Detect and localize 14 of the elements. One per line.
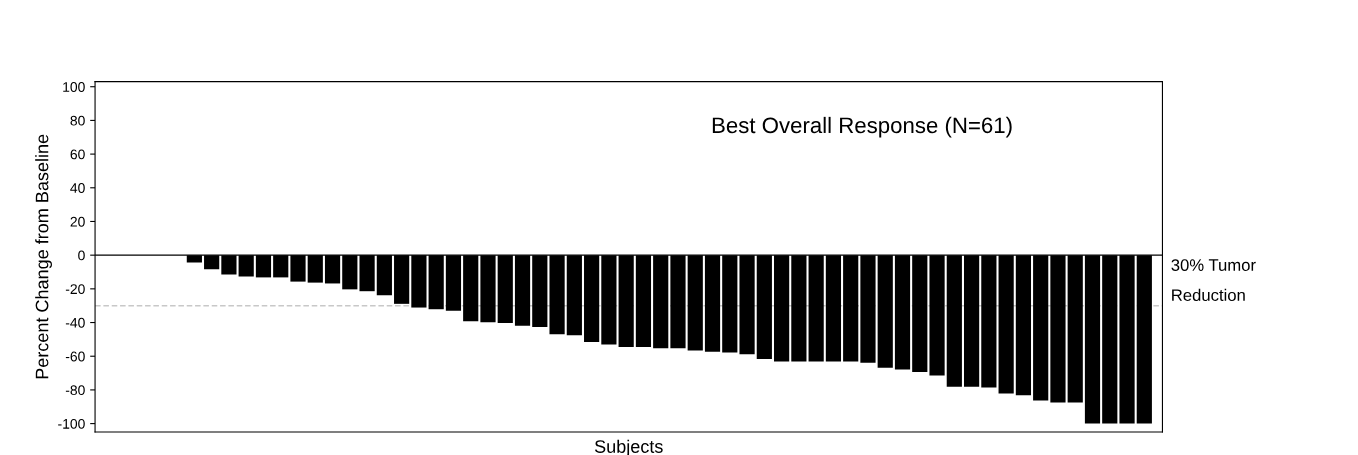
y-tick-label: 0 <box>78 250 85 261</box>
y-tick-label: 60 <box>70 149 85 160</box>
y-tick-label: -100 <box>58 418 85 429</box>
y-axis-title: Percent Change from Baseline <box>35 134 52 379</box>
y-tick-label: -60 <box>65 351 85 362</box>
text: Best Overall Response (N=61) <box>712 116 1012 138</box>
y-tick-label: -40 <box>65 317 85 328</box>
y-tick-label: 40 <box>70 183 85 193</box>
y-tick-label: -80 <box>65 385 85 396</box>
y-tick-label: 100 <box>63 82 85 92</box>
y-tick-label: 80 <box>70 115 85 126</box>
y-tick-label: 20 <box>70 216 85 227</box>
ref-line-label: 30% Tumor Reduction <box>1171 259 1256 302</box>
y-tick-label: -20 <box>65 284 85 295</box>
